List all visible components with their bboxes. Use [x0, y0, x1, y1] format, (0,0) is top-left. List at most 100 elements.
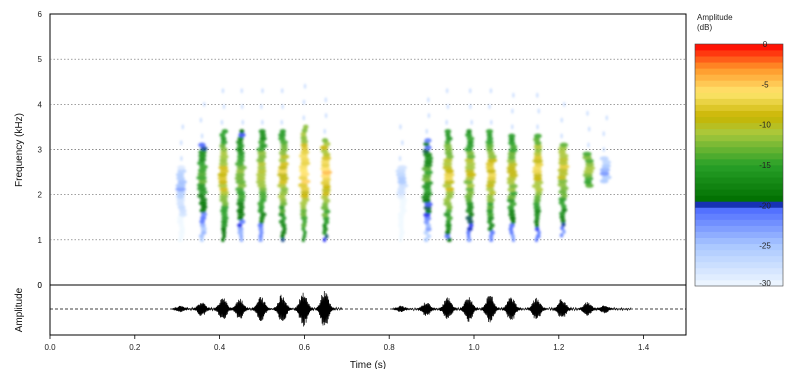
waveform-signal: [171, 290, 632, 327]
frequency-tick-label: 3: [38, 146, 43, 155]
colorbar-band: [695, 219, 783, 226]
spectrogram-note: [217, 88, 230, 243]
colorbar-band: [695, 255, 783, 263]
frequency-tick-label: 6: [38, 10, 43, 19]
colorbar-band: [695, 146, 783, 154]
colorbar-title-unit: (dB): [697, 23, 712, 32]
spectrogram-note: [557, 101, 570, 238]
waveform-burst: [480, 295, 502, 323]
amplitude-colorbar: [694, 43, 784, 287]
colorbar-band: [695, 44, 783, 51]
spectrogram-note: [531, 92, 544, 243]
spectrogram-note: [234, 88, 247, 243]
waveform-burst: [230, 298, 251, 319]
colorbar-band: [695, 237, 783, 245]
colorbar-band: [695, 177, 783, 184]
spectrogram-note: [319, 97, 333, 243]
time-tick-label: 1.0: [468, 343, 480, 352]
spectrogram-note: [485, 88, 498, 243]
time-tick-label: 0.4: [214, 343, 226, 352]
spectrogram-note: [196, 101, 208, 243]
spectrogram-note: [255, 88, 268, 243]
spectrogram-note: [277, 88, 290, 243]
spectrogram-note: [582, 110, 596, 188]
colorbar-band: [695, 279, 783, 287]
colorbar-band: [695, 134, 783, 142]
colorbar-tick-label: -20: [759, 201, 771, 210]
time-tick-label: 0.8: [384, 343, 396, 352]
waveform-burst: [213, 298, 234, 319]
colorbar-tick-label: -30: [759, 279, 771, 288]
colorbar-band: [695, 152, 783, 160]
colorbar-tick-label: 0: [763, 40, 768, 49]
spectrogram-note: [395, 124, 409, 243]
time-tick-label: 0.0: [44, 343, 56, 352]
colorbar-band: [695, 189, 783, 196]
frequency-tick-label: 1: [38, 236, 43, 245]
waveform-noise: [172, 306, 343, 312]
colorbar-band: [695, 201, 783, 208]
colorbar-band: [695, 116, 783, 124]
colorbar-band: [695, 213, 783, 220]
frequency-axis-label: Frequency (kHz): [14, 113, 25, 187]
spectrogram-note: [599, 115, 612, 184]
colorbar-band: [695, 140, 783, 148]
time-tick-label: 0.2: [129, 343, 141, 352]
colorbar-band: [695, 92, 783, 99]
colorbar-band: [695, 165, 783, 172]
spectrogram-gridlines: [50, 58, 686, 241]
colorbar-band: [695, 62, 783, 69]
colorbar-tick-label: -15: [759, 161, 771, 170]
frequency-tick-label: 2: [38, 191, 43, 200]
colorbar-band: [695, 86, 783, 93]
colorbar-band: [695, 56, 783, 63]
frequency-tick-label: 5: [38, 55, 43, 64]
colorbar-band: [695, 225, 783, 232]
spectrogram-note: [506, 92, 518, 243]
colorbar-band: [695, 110, 783, 117]
colorbar-title: Amplitude: [697, 13, 733, 22]
colorbar-band: [695, 171, 783, 178]
colorbar-band: [695, 122, 783, 130]
waveform-burst: [272, 294, 294, 321]
colorbar-band: [695, 128, 783, 136]
colorbar-band: [695, 261, 783, 269]
colorbar-band: [695, 195, 783, 202]
colorbar-band: [695, 243, 783, 251]
colorbar-tick-labels: 0 -5 -10 -15 -20 -25 -30: [759, 40, 771, 288]
colorbar-band: [695, 273, 783, 281]
colorbar-band: [695, 207, 783, 214]
colorbar-tick-label: -5: [761, 80, 769, 89]
waveform-ytick-label: 0: [38, 281, 43, 290]
spectrogram-note: [298, 83, 311, 243]
colorbar-band: [695, 74, 783, 81]
frequency-tick-label: 0: [38, 281, 43, 290]
colorbar-band: [695, 68, 783, 75]
colorbar-frame: [694, 43, 784, 287]
colorbar-band: [695, 50, 783, 57]
spectrogram-note: [421, 97, 434, 243]
spectrogram-note: [175, 124, 188, 243]
colorbar-band: [695, 231, 783, 238]
colorbar-band: [695, 80, 783, 87]
spectrogram-note: [442, 88, 455, 243]
time-tick-label: 1.4: [638, 343, 650, 352]
colorbar-band: [695, 158, 783, 166]
colorbar-tick-label: -10: [759, 121, 771, 130]
waveform-noise: [393, 306, 632, 312]
colorbar-band: [695, 249, 783, 257]
time-tick-label: 1.2: [553, 343, 565, 352]
waveform-burst: [315, 290, 336, 326]
colorbar-tick-label: -25: [759, 242, 771, 251]
spectrogram-notes: [175, 83, 612, 243]
colorbar-band: [695, 104, 783, 111]
colorbar-band: [695, 183, 783, 190]
colorbar-band: [695, 267, 783, 275]
frequency-axis-ticks: 0 1 2 3 4 5 6: [38, 10, 43, 290]
colorbar-band: [695, 98, 783, 105]
time-axis-ticks: 0.0 0.2 0.4 0.6 0.8 1.0 1.2 1.4: [44, 335, 650, 352]
time-axis-label: Time (s): [350, 360, 386, 369]
frequency-tick-label: 4: [38, 100, 43, 109]
amplitude-axis-label: Amplitude: [14, 287, 25, 332]
